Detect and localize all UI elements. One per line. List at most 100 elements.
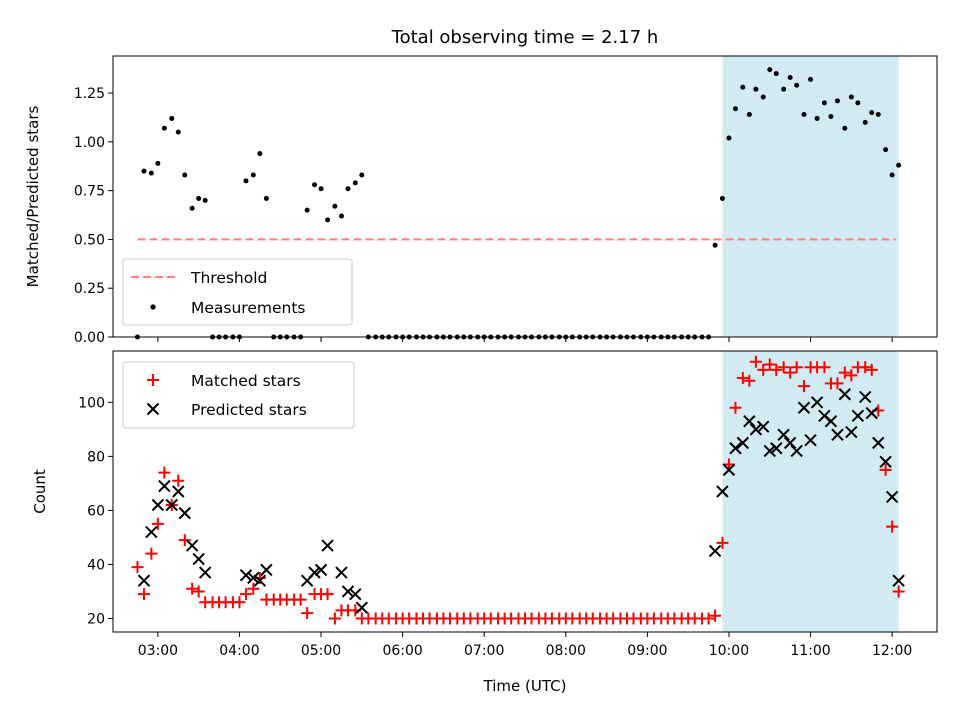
matched-star-point <box>178 534 191 547</box>
measurement-point <box>202 197 208 203</box>
predicted-star-point <box>749 423 763 436</box>
measurement-point <box>753 86 759 92</box>
predicted-star-point <box>185 539 199 552</box>
measurement-point <box>746 112 752 118</box>
predicted-star-point <box>158 479 171 493</box>
measurement-point <box>794 82 800 88</box>
measurement-point <box>848 94 854 100</box>
predicted-star-point <box>783 436 797 450</box>
measurement-point <box>883 147 889 153</box>
x-axis-label: Time (UTC) <box>483 677 567 695</box>
predicted-star-point <box>341 585 355 598</box>
matched-star-point <box>845 369 858 382</box>
count-plot-marks <box>131 351 905 632</box>
predicted-star-point <box>872 436 885 450</box>
predicted-star-point <box>239 569 253 582</box>
predicted-star-point <box>885 490 899 504</box>
matched-star-point <box>145 547 158 560</box>
predicted-star-point <box>260 563 273 577</box>
matched-star-point <box>158 466 171 479</box>
ratio-y-tick-label: 0.25 <box>74 281 105 297</box>
predicted-star-point <box>810 396 824 409</box>
measurement-point <box>767 67 773 73</box>
ratio-y-axis-label: Matched/Predicted stars <box>24 106 42 288</box>
matched-star-point <box>790 361 803 374</box>
predicted-star-point <box>172 485 185 498</box>
matched-star-point <box>328 612 341 625</box>
measurement-point <box>712 242 718 248</box>
count-y-tick-label: 100 <box>78 395 105 411</box>
predicted-star-point <box>145 525 158 539</box>
measurement-point <box>726 135 732 141</box>
count-y-tick-label: 60 <box>87 503 105 519</box>
measurement-point <box>155 160 161 166</box>
x-tick-label: 07:00 <box>464 643 504 659</box>
predicted-star-point <box>722 463 736 477</box>
predicted-star-point <box>838 388 852 401</box>
legend-measurements-swatch <box>150 304 156 310</box>
predicted-star-point <box>892 574 905 587</box>
matched-star-point <box>716 536 729 549</box>
legend-measurements-label: Measurements <box>191 299 306 317</box>
measurement-point <box>896 162 902 168</box>
predicted-star-point <box>729 442 742 455</box>
matched-star-point <box>770 363 783 376</box>
measurement-point <box>196 195 202 201</box>
matched-star-point <box>192 585 205 598</box>
measurement-point <box>862 119 868 125</box>
predicted-star-point <box>708 544 722 558</box>
matched-star-point <box>247 582 260 595</box>
predicted-star-point <box>247 571 260 585</box>
ratio-legend: Threshold Measurements <box>122 258 353 326</box>
measurement-point <box>740 84 746 90</box>
predicted-star-point <box>355 601 369 614</box>
matched-star-point <box>131 561 144 574</box>
matched-star-point <box>729 401 742 414</box>
matched-star-point <box>239 588 252 601</box>
matched-star-point <box>818 361 831 374</box>
legend-threshold-label: Threshold <box>190 269 267 287</box>
measurement-point <box>869 110 875 116</box>
matched-star-point <box>886 520 899 533</box>
matched-star-point <box>301 607 314 620</box>
ratio-axes-frame <box>112 55 938 338</box>
predicted-star-point <box>790 444 803 458</box>
measurement-point <box>318 186 324 192</box>
ratio-y-tick-label: 1.00 <box>74 135 105 151</box>
predicted-star-point <box>192 552 205 566</box>
measurement-point <box>312 182 318 188</box>
measurement-point <box>787 74 793 80</box>
legend-matched-swatch <box>147 374 159 386</box>
measurement-point <box>189 205 195 211</box>
count-highlight-span <box>722 351 899 632</box>
measurement-point <box>304 207 310 213</box>
measurement-point <box>169 115 175 121</box>
legend-matched-label: Matched stars <box>191 372 301 390</box>
predicted-star-point <box>137 574 151 587</box>
ratio-highlight-span <box>722 56 899 337</box>
predicted-star-point <box>198 566 212 579</box>
measurement-point <box>781 86 787 92</box>
measurement-point <box>263 195 269 201</box>
matched-star-point <box>186 582 199 595</box>
matched-star-point <box>859 361 872 374</box>
count-legend-box <box>122 361 355 429</box>
matched-star-point <box>831 377 844 390</box>
measurement-point <box>760 94 766 100</box>
legend-predicted-label: Predicted stars <box>191 401 307 419</box>
predicted-star-point <box>865 406 878 420</box>
ratio-y-tick-label: 0.00 <box>74 330 105 346</box>
measurement-point <box>257 151 263 157</box>
predicted-star-point <box>804 433 817 447</box>
count-legend: Matched stars Predicted stars <box>122 361 355 429</box>
predicted-star-point <box>178 506 192 520</box>
matched-star-point <box>749 355 762 368</box>
measurement-point <box>175 129 181 135</box>
legend-predicted-swatch <box>146 402 160 416</box>
measurement-point <box>338 213 344 219</box>
x-tick-label: 10:00 <box>709 643 749 659</box>
predicted-star-point <box>763 444 776 458</box>
predicted-star-point <box>824 415 838 428</box>
predicted-star-point <box>879 455 892 468</box>
